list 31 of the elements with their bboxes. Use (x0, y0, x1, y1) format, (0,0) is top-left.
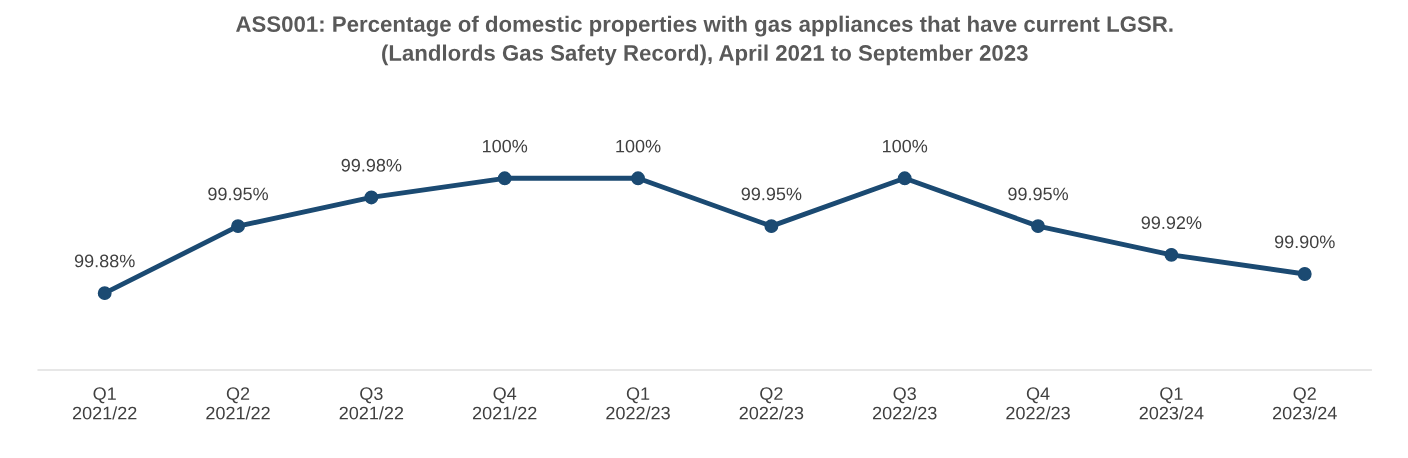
data-label: 99.95% (208, 187, 268, 201)
x-tick-label: Q1 2023/24 (1139, 387, 1204, 420)
data-label: 99.90% (1274, 235, 1335, 249)
point (631, 171, 645, 186)
data-label: 99.95% (741, 187, 802, 201)
point (1031, 219, 1045, 234)
x-tick-label: Q3 2021/22 (339, 387, 404, 420)
data-label: 99.92% (1141, 216, 1202, 230)
point (764, 219, 779, 234)
data-label: 100% (616, 139, 661, 153)
x-tick-label: Q2 2023/24 (1273, 387, 1337, 420)
point (897, 171, 912, 186)
data-label: 99.98% (341, 158, 402, 172)
x-tick-label: Q2 2021/22 (206, 387, 270, 420)
point (497, 171, 512, 186)
x-tick-label: Q4 2022/23 (1006, 387, 1070, 420)
x-tick-label: Q2 2022/23 (739, 387, 804, 420)
x-tick-label: Q1 2021/22 (72, 387, 137, 420)
data-label: 99.88% (74, 254, 135, 268)
x-tick-label: Q4 2021/22 (472, 387, 537, 420)
data-label: 99.95% (1008, 187, 1069, 201)
data-label: 100% (482, 139, 528, 153)
point (364, 190, 379, 205)
x-tick-label: Q1 2022/23 (606, 387, 670, 420)
point (231, 219, 245, 234)
point (97, 286, 112, 301)
point (1164, 247, 1179, 262)
x-tick-label: Q3 2022/23 (872, 387, 937, 420)
point (1297, 267, 1312, 281)
chart-title: ASS001: Percentage of domestic properties with gas appliances that have current LGSR. (Landlords Gas Safety Record), April 2021 to September 2023 (236, 15, 1173, 66)
data-label: 100% (883, 139, 928, 153)
